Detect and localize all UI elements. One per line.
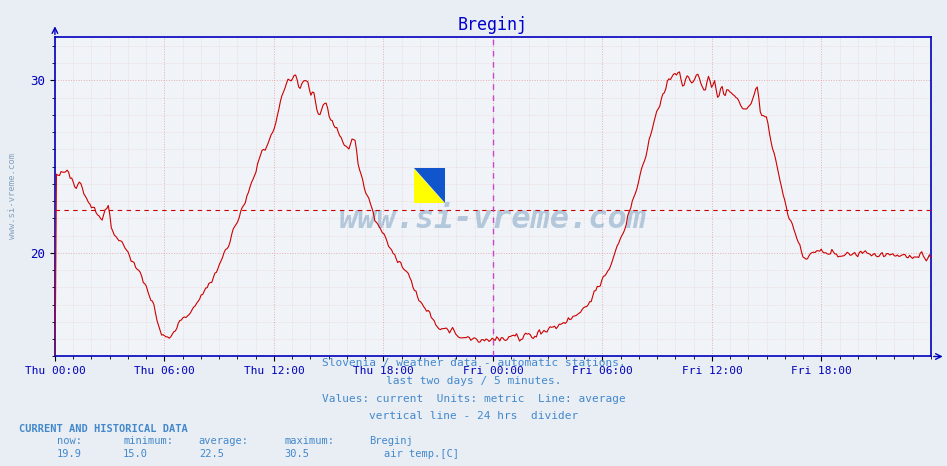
Text: maximum:: maximum: xyxy=(284,436,334,445)
Text: average:: average: xyxy=(199,436,249,445)
Text: Values: current  Units: metric  Line: average: Values: current Units: metric Line: aver… xyxy=(322,394,625,404)
Text: Slovenia / weather data - automatic stations.: Slovenia / weather data - automatic stat… xyxy=(322,358,625,368)
Polygon shape xyxy=(414,169,445,204)
Text: Breginj: Breginj xyxy=(369,436,413,445)
Text: www.si-vreme.com: www.si-vreme.com xyxy=(8,153,17,239)
Text: now:: now: xyxy=(57,436,81,445)
Text: 19.9: 19.9 xyxy=(57,449,81,459)
Text: minimum:: minimum: xyxy=(123,436,173,445)
Text: www.si-vreme.com: www.si-vreme.com xyxy=(339,204,647,235)
Title: Breginj: Breginj xyxy=(458,16,527,34)
Text: 30.5: 30.5 xyxy=(284,449,309,459)
Text: CURRENT AND HISTORICAL DATA: CURRENT AND HISTORICAL DATA xyxy=(19,425,188,434)
Text: 15.0: 15.0 xyxy=(123,449,148,459)
Text: vertical line - 24 hrs  divider: vertical line - 24 hrs divider xyxy=(369,411,578,421)
Text: air temp.[C]: air temp.[C] xyxy=(384,449,458,459)
Text: 22.5: 22.5 xyxy=(199,449,223,459)
Text: last two days / 5 minutes.: last two days / 5 minutes. xyxy=(385,377,562,386)
Polygon shape xyxy=(414,169,445,204)
